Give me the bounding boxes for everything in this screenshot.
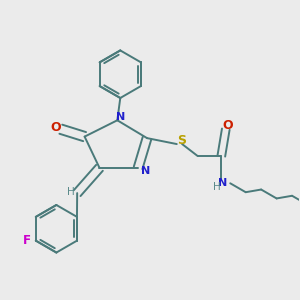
Text: S: S (177, 134, 186, 147)
Text: N: N (116, 112, 125, 122)
Text: N: N (218, 178, 227, 188)
Text: O: O (50, 121, 61, 134)
Text: H: H (67, 187, 74, 196)
Text: H: H (213, 182, 221, 192)
Text: O: O (223, 118, 233, 131)
Text: F: F (23, 234, 31, 247)
Text: N: N (141, 167, 150, 176)
